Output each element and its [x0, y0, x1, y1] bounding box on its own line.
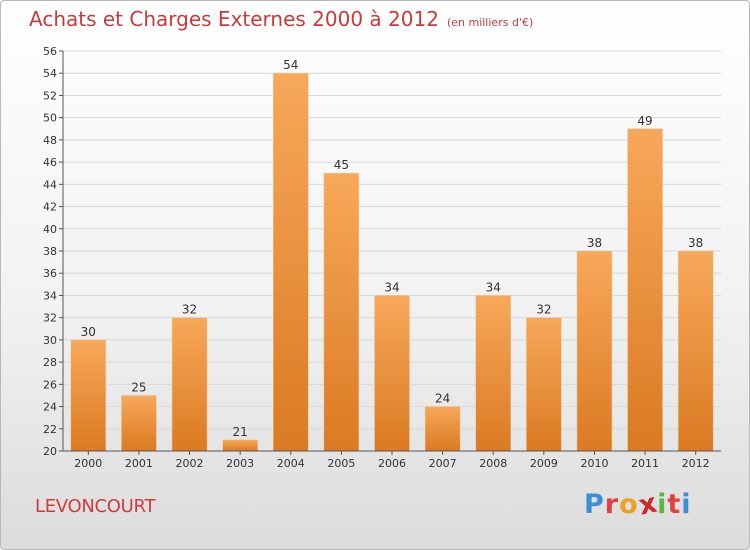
bar-2001 [121, 395, 157, 452]
bar-2010 [576, 250, 613, 452]
bar-value-label: 32 [182, 303, 197, 317]
logo-letter: P [584, 489, 605, 520]
axis-layer: 20 22 24 26 28 30 32 34 36 38 40 42 44 46 48 50 52 54 56 20… [43, 45, 721, 470]
x-tick-label: 2004 [277, 457, 305, 470]
x-tick-label: 2008 [479, 457, 507, 470]
bar-value-label: 34 [384, 280, 399, 294]
y-tick-label: 54 [43, 67, 57, 80]
bar-value-label: 38 [688, 236, 703, 250]
proxiti-logo[interactable]: Proxiti [584, 487, 692, 521]
x-tick-label: 2007 [429, 457, 457, 470]
y-tick-label: 52 [43, 89, 57, 102]
y-tick-label: 36 [43, 267, 57, 280]
bar-2011 [627, 128, 663, 452]
y-tick-label: 42 [43, 201, 57, 214]
bar-value-label: 25 [131, 380, 146, 394]
bar-2012 [677, 250, 714, 452]
logo-letter: o [619, 489, 639, 520]
bar-value-label: 21 [233, 425, 248, 439]
y-tick-label: 30 [43, 334, 57, 347]
bar-2003 [222, 439, 258, 452]
bar-value-label: 45 [334, 158, 349, 172]
bar-2005 [323, 172, 360, 452]
y-tick-label: 40 [43, 223, 57, 236]
y-tick-label: 44 [43, 178, 57, 191]
chart-title: Achats et Charges Externes 2000 à 2012 [29, 7, 439, 31]
logo-letter: t [667, 489, 682, 520]
bar-value-label: 30 [81, 325, 96, 339]
bar-2006 [374, 295, 410, 452]
y-tick-label: 46 [43, 156, 57, 169]
bar-value-label: 49 [637, 114, 652, 128]
x-tick-label: 2000 [74, 457, 102, 470]
logo-letter: i [681, 489, 692, 520]
x-tick-label: 2010 [580, 457, 608, 470]
x-tick-label: 2009 [530, 457, 558, 470]
bar-2004 [273, 72, 309, 452]
y-tick-label: 34 [43, 289, 57, 302]
x-tick-label: 2011 [631, 457, 659, 470]
logo-letter: i [657, 489, 668, 520]
chart-subtitle: (en milliers d'€) [446, 16, 534, 29]
y-tick-label: 48 [43, 134, 57, 147]
y-tick-label: 26 [43, 378, 57, 391]
y-tick-label: 56 [43, 45, 57, 58]
x-tick-label: 2006 [378, 457, 406, 470]
x-tick-label: 2001 [125, 457, 153, 470]
bar-value-label: 32 [536, 303, 551, 317]
logo-letter: r [604, 489, 620, 520]
bar-value-label: 34 [486, 280, 501, 294]
bar-value-label: 38 [587, 236, 602, 250]
x-tick-label: 2005 [327, 457, 355, 470]
bar-2009 [526, 317, 562, 452]
bar-value-label: 24 [435, 392, 450, 406]
chart-header: Achats et Charges Externes 2000 à 2012 (e… [29, 7, 533, 31]
y-tick-label: 22 [43, 423, 57, 436]
y-tick-label: 24 [43, 401, 57, 414]
y-tick-label: 28 [43, 356, 57, 369]
y-tick-label: 20 [43, 445, 57, 458]
bar-2002 [171, 317, 208, 452]
y-tick-label: 38 [43, 245, 57, 258]
y-tick-label: 32 [43, 312, 57, 325]
x-tick-label: 2012 [682, 457, 710, 470]
y-tick-label: 50 [43, 112, 57, 125]
bar-2000 [70, 339, 107, 452]
x-tick-label: 2003 [226, 457, 254, 470]
bar-2008 [475, 295, 511, 452]
bar-layer: 30 25 32 21 54 45 34 24 34 32 38 49 38 [70, 58, 714, 452]
bar-2007 [424, 406, 461, 452]
x-tick-label: 2002 [176, 457, 204, 470]
bar-value-label: 54 [283, 58, 298, 72]
commune-name: LEVONCOURT [35, 496, 156, 517]
